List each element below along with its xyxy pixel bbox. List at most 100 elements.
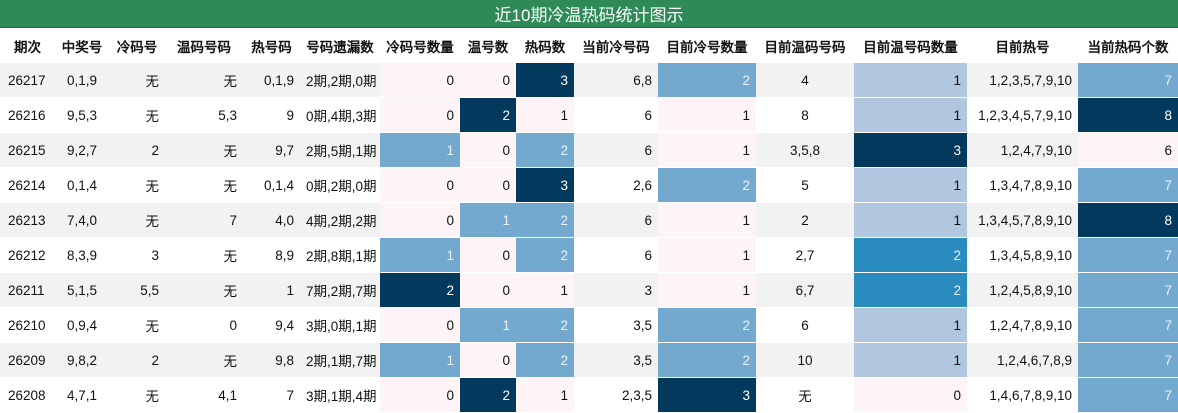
current-hot-count-cell: 8 — [1078, 202, 1178, 238]
period-cell: 26213 — [0, 202, 55, 238]
current-cold-count-cell: 3 — [658, 377, 756, 413]
current-warm-count-cell: 2 — [854, 237, 967, 273]
current-warm-numbers-cell: 10 — [756, 342, 854, 378]
column-header: 当前热码个数 — [1087, 40, 1169, 55]
miss-count-cell: 0期,2期,0期 — [300, 167, 380, 203]
current-hot-numbers-cell: 1,2,4,7,9,10 — [967, 132, 1078, 168]
cold-count-cell: 0 — [380, 202, 460, 238]
hot-number-cell: 9,7 — [243, 132, 300, 168]
period-cell: 26217 — [0, 63, 55, 98]
cold-count-cell: 0 — [380, 307, 460, 343]
hot-count-cell: 2 — [516, 237, 574, 273]
cold-number-cell: 无 — [109, 202, 165, 238]
current-cold-count-cell: 2 — [658, 307, 756, 343]
warm-count-cell: 0 — [460, 272, 516, 308]
current-cold-count-cell: 1 — [658, 272, 756, 308]
period-cell: 26212 — [0, 237, 55, 273]
period-cell: 26209 — [0, 342, 55, 378]
warm-number-cell: 无 — [165, 132, 243, 168]
warm-number-cell: 0 — [165, 307, 243, 343]
table-row: 26214 0,1,4 无无 0,1,4 0期,2期,0期 0 0 3 2,6 2 5 1 1,3,4,… — [0, 167, 1178, 203]
current-hot-numbers-cell: 1,2,4,7,8,9,10 — [967, 307, 1078, 343]
hot-count-cell: 2 — [516, 307, 574, 343]
period-cell: 26215 — [0, 132, 55, 168]
current-cold-count-cell: 2 — [658, 63, 756, 98]
current-hot-numbers-cell: 1,4,6,7,8,9,10 — [967, 377, 1078, 413]
cold-number-cell: 无 — [109, 307, 165, 343]
winning-number-cell: 0,9,4 — [55, 307, 109, 343]
column-header: 期次 — [14, 40, 41, 55]
column-header: 冷码号 — [116, 40, 158, 55]
current-hot-numbers-cell: 1,2,3,5,7,9,10 — [967, 63, 1078, 98]
miss-count-cell: 2期,5期,1期 — [300, 132, 380, 168]
warm-number-cell: 无 — [165, 342, 243, 378]
table-row: 26216 9,5,3 无 5,3 9 0期,4期,3期 0 2 1 6 1 8 1 1,2,3,4,5,… — [0, 97, 1178, 133]
column-header: 热号码 — [251, 40, 292, 55]
current-hot-numbers-cell: 1,2,3,4,5,7,9,10 — [967, 97, 1078, 133]
current-warm-numbers-cell: 4 — [756, 63, 854, 98]
column-header: 目前热号 — [995, 40, 1050, 55]
current-warm-numbers-cell: 5 — [756, 167, 854, 203]
current-hot-count-cell: 7 — [1078, 342, 1178, 378]
cold-number-cell: 无 — [109, 167, 165, 203]
column-header: 当前冷号码 — [582, 40, 650, 55]
current-cold-count-cell: 2 — [658, 167, 756, 203]
warm-number-cell: 无 — [165, 237, 243, 273]
column-header: 中奖号 — [61, 40, 103, 55]
current-hot-numbers-cell: 1,3,4,5,8,9,10 — [967, 237, 1078, 273]
current-hot-numbers-cell: 1,3,4,5,7,8,9,10 — [967, 202, 1078, 238]
warm-count-cell: 0 — [460, 132, 516, 168]
cold-count-cell: 1 — [380, 342, 460, 378]
current-cold-numbers-cell: 3 — [574, 272, 658, 308]
miss-count-cell: 7期,2期,7期 — [300, 272, 380, 308]
current-warm-count-cell: 3 — [854, 132, 967, 168]
cold-count-cell: 1 — [380, 132, 460, 168]
current-cold-count-cell: 1 — [658, 97, 756, 133]
period-cell: 26216 — [0, 97, 55, 133]
hot-number-cell: 9,4 — [243, 307, 300, 343]
cold-number-cell: 无 — [109, 63, 165, 98]
cold-count-cell: 2 — [380, 272, 460, 308]
winning-number-cell: 9,5,3 — [55, 97, 109, 133]
column-header: 温码号码 — [177, 40, 231, 55]
period-cell: 26211 — [0, 272, 55, 308]
cold-count-cell: 0 — [380, 63, 460, 98]
current-warm-count-cell: 1 — [854, 63, 967, 98]
cold-number-cell: 5,5 — [109, 272, 165, 308]
current-hot-count-cell: 8 — [1078, 97, 1178, 133]
hot-number-cell: 9,8 — [243, 342, 300, 378]
current-hot-count-cell: 7 — [1078, 307, 1178, 343]
miss-count-cell: 2期,1期,7期 — [300, 342, 380, 378]
hot-count-cell: 1 — [516, 272, 574, 308]
header-row: 期次 中奖号 冷码号 温码号码 热号码 号码遗漏数 冷码号数量 温号数 热码数 当前冷号码 目前冷号… — [0, 29, 1178, 63]
period-cell: 26210 — [0, 307, 55, 343]
cold-count-cell: 0 — [380, 377, 460, 413]
current-hot-count-cell: 7 — [1078, 63, 1178, 98]
winning-number-cell: 7,4,0 — [55, 202, 109, 238]
miss-count-cell: 4期,2期,2期 — [300, 202, 380, 238]
period-cell: 26208 — [0, 377, 55, 413]
current-cold-numbers-cell: 3,5 — [574, 342, 658, 378]
current-warm-numbers-cell: 6 — [756, 307, 854, 343]
table-row: 26213 7,4,0 无 7 4,0 4期,2期,2期 0 1 2 6 1 2 1 1,3,4,5,7,… — [0, 202, 1178, 238]
current-hot-count-cell: 7 — [1078, 377, 1178, 413]
table-row: 26212 8,3,9 3 无 8,9 2期,8期,1期 1 0 2 6 1 2,7 2 1,3,4,5,… — [0, 237, 1178, 273]
table-row: 26210 0,9,4 无 0 9,4 3期,0期,1期 0 1 2 3,5 2 6 1 1,2,4,7,… — [0, 307, 1178, 343]
hot-count-cell: 1 — [516, 97, 574, 133]
current-warm-count-cell: 1 — [854, 342, 967, 378]
cold-number-cell: 2 — [109, 342, 165, 378]
hot-number-cell: 8,9 — [243, 237, 300, 273]
winning-number-cell: 5,1,5 — [55, 272, 109, 308]
hot-number-cell: 7 — [243, 377, 300, 413]
column-header: 冷码号数量 — [386, 40, 454, 55]
warm-number-cell: 无 — [165, 63, 243, 98]
table-body: 26217 0,1,9 无无 0,1,9 2期,2期,0期 0 0 3 6,8 2 4 1 1,2,3,… — [0, 63, 1178, 413]
current-cold-numbers-cell: 2,6 — [574, 167, 658, 203]
hot-count-cell: 1 — [516, 377, 574, 413]
warm-number-cell: 7 — [165, 202, 243, 238]
current-cold-count-cell: 1 — [658, 237, 756, 273]
winning-number-cell: 9,2,7 — [55, 132, 109, 168]
column-header: 热码数 — [524, 40, 566, 55]
current-cold-count-cell: 1 — [658, 202, 756, 238]
